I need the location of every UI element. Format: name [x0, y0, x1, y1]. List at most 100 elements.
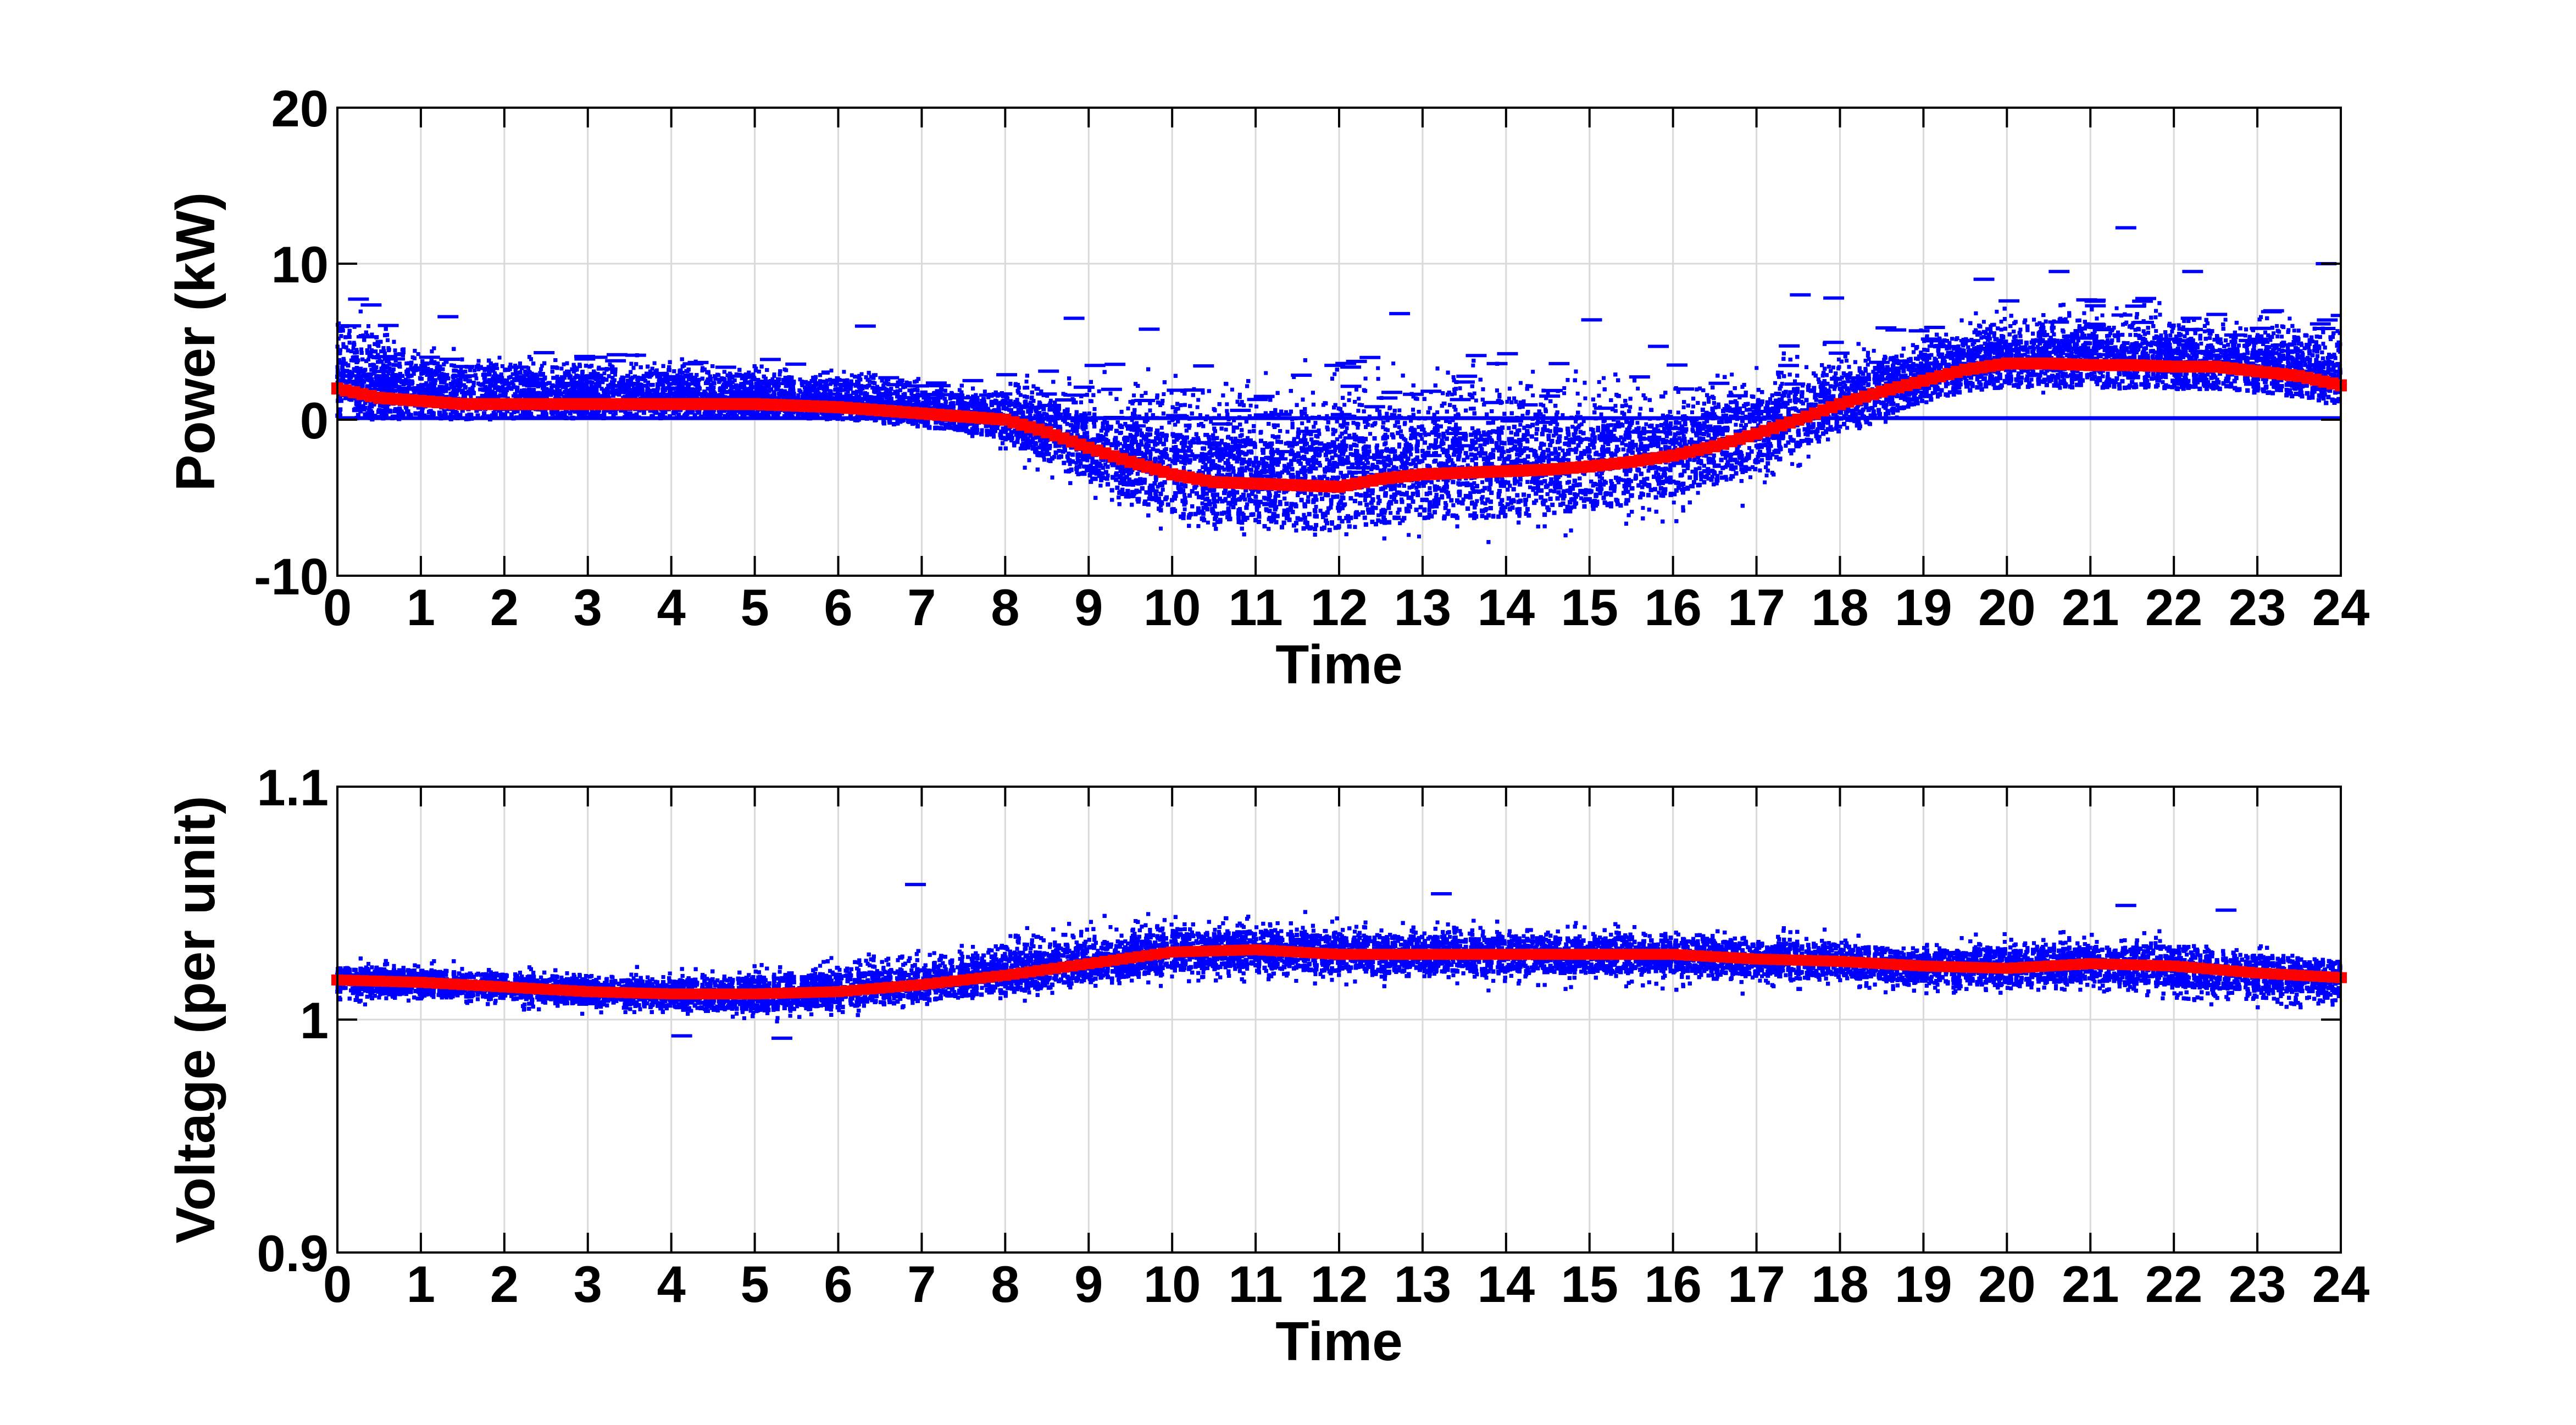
sample-point [1576, 392, 1580, 396]
sample-point [1232, 430, 1236, 433]
sample-point [1682, 405, 1686, 409]
sample-point [1672, 500, 1676, 504]
sample-point [1471, 364, 1475, 368]
sample-point [1745, 408, 1748, 412]
sample-point [1473, 392, 1476, 396]
sample-point [1409, 453, 1413, 457]
sample-point [2168, 333, 2172, 337]
sample-point [1807, 455, 1811, 459]
sample-point [2203, 330, 2207, 333]
sample-point [1597, 380, 1601, 384]
sample-point [1535, 432, 1539, 436]
sample-point [1196, 405, 1200, 409]
sample-point [2126, 341, 2130, 345]
sample-point [1389, 511, 1392, 515]
sample-point [1602, 376, 1606, 380]
sample-point [2199, 342, 2203, 346]
sample-point [1224, 427, 1228, 431]
sample-point [2272, 331, 2275, 335]
sample-point [2000, 320, 2003, 324]
sample-point [1397, 425, 1401, 429]
sample-point [1249, 404, 1253, 408]
sample-point [1025, 386, 1029, 389]
sample-point [1691, 404, 1695, 408]
sample-point [1765, 474, 1769, 477]
sample-point [2170, 330, 2174, 333]
sample-point [1206, 521, 1210, 525]
sample-point [1866, 354, 1870, 358]
sample-point [1126, 407, 1130, 410]
sample-point [2128, 333, 2132, 337]
sample-point [386, 338, 390, 342]
sample-point [1417, 535, 1421, 538]
sample-point [2106, 372, 2110, 376]
sample-point [1635, 421, 1639, 425]
sample-point [1356, 426, 1359, 430]
sample-point [1201, 502, 1204, 505]
sample-point [2018, 328, 2022, 332]
sample-point [1734, 423, 1737, 427]
sample-point [1162, 392, 1165, 396]
sample-point [1944, 333, 1948, 337]
sample-point [2151, 355, 2155, 359]
sample-point [1230, 388, 1234, 392]
sample-point [1376, 377, 1380, 381]
sample-point [1225, 409, 1229, 413]
sample-point [2280, 335, 2284, 338]
sample-point [2288, 316, 2291, 320]
sample-point [1285, 430, 1289, 433]
sample-point [1644, 422, 1648, 426]
sample-point [2115, 307, 2119, 310]
sample-point [1755, 366, 1758, 370]
sample-point [1641, 506, 1645, 510]
sample-point [2101, 314, 2105, 318]
sample-point [1531, 393, 1535, 397]
sample-point [1183, 508, 1187, 511]
sample-point [1160, 426, 1164, 430]
sample-point [1363, 498, 1367, 502]
sample-point [653, 361, 657, 365]
sample-point [2154, 329, 2158, 333]
power-panel: 0 1 2 3 4 5 6 7 8 9 10 11 12 13 14 15 16 17 18 19 20 21 22 23 24… [165, 80, 2369, 695]
sample-point [1790, 462, 1794, 466]
sample-point [1474, 399, 1478, 403]
sample-point [1637, 413, 1641, 416]
sample-point [1248, 430, 1252, 433]
sample-point [2224, 318, 2228, 322]
sample-point [1089, 399, 1092, 403]
sample-point [1068, 382, 1072, 386]
sample-point [1982, 320, 1986, 324]
sample-point [1950, 337, 1954, 341]
sample-point [498, 356, 502, 360]
sample-point [1391, 361, 1395, 365]
sample-point [1420, 437, 1424, 441]
sample-point [1639, 407, 1642, 411]
sample-point [1132, 393, 1136, 397]
sample-point [393, 348, 397, 352]
sample-point [1583, 397, 1587, 400]
sample-point [1845, 426, 1849, 430]
sample-point [1780, 371, 1784, 375]
sample-point [1730, 372, 1734, 376]
sample-point [1562, 391, 1566, 395]
sample-point [784, 368, 788, 372]
sample-point [477, 359, 481, 363]
sample-point [1561, 449, 1565, 453]
sample-point [1773, 381, 1777, 385]
sample-point [1346, 422, 1350, 426]
sample-point [1531, 370, 1535, 374]
sample-point [2275, 324, 2279, 328]
sample-point [1407, 533, 1411, 537]
sample-point [1696, 491, 1700, 495]
sample-point [1333, 372, 1336, 376]
sample-point [1519, 381, 1523, 385]
sample-point [1300, 421, 1304, 425]
sample-point [1992, 323, 1996, 327]
sample-point [1763, 481, 1767, 485]
sample-point [1995, 310, 1998, 314]
sample-point [1357, 397, 1361, 400]
sample-point [1342, 403, 1346, 407]
sample-point [1512, 397, 1516, 400]
sample-point [1600, 413, 1603, 416]
